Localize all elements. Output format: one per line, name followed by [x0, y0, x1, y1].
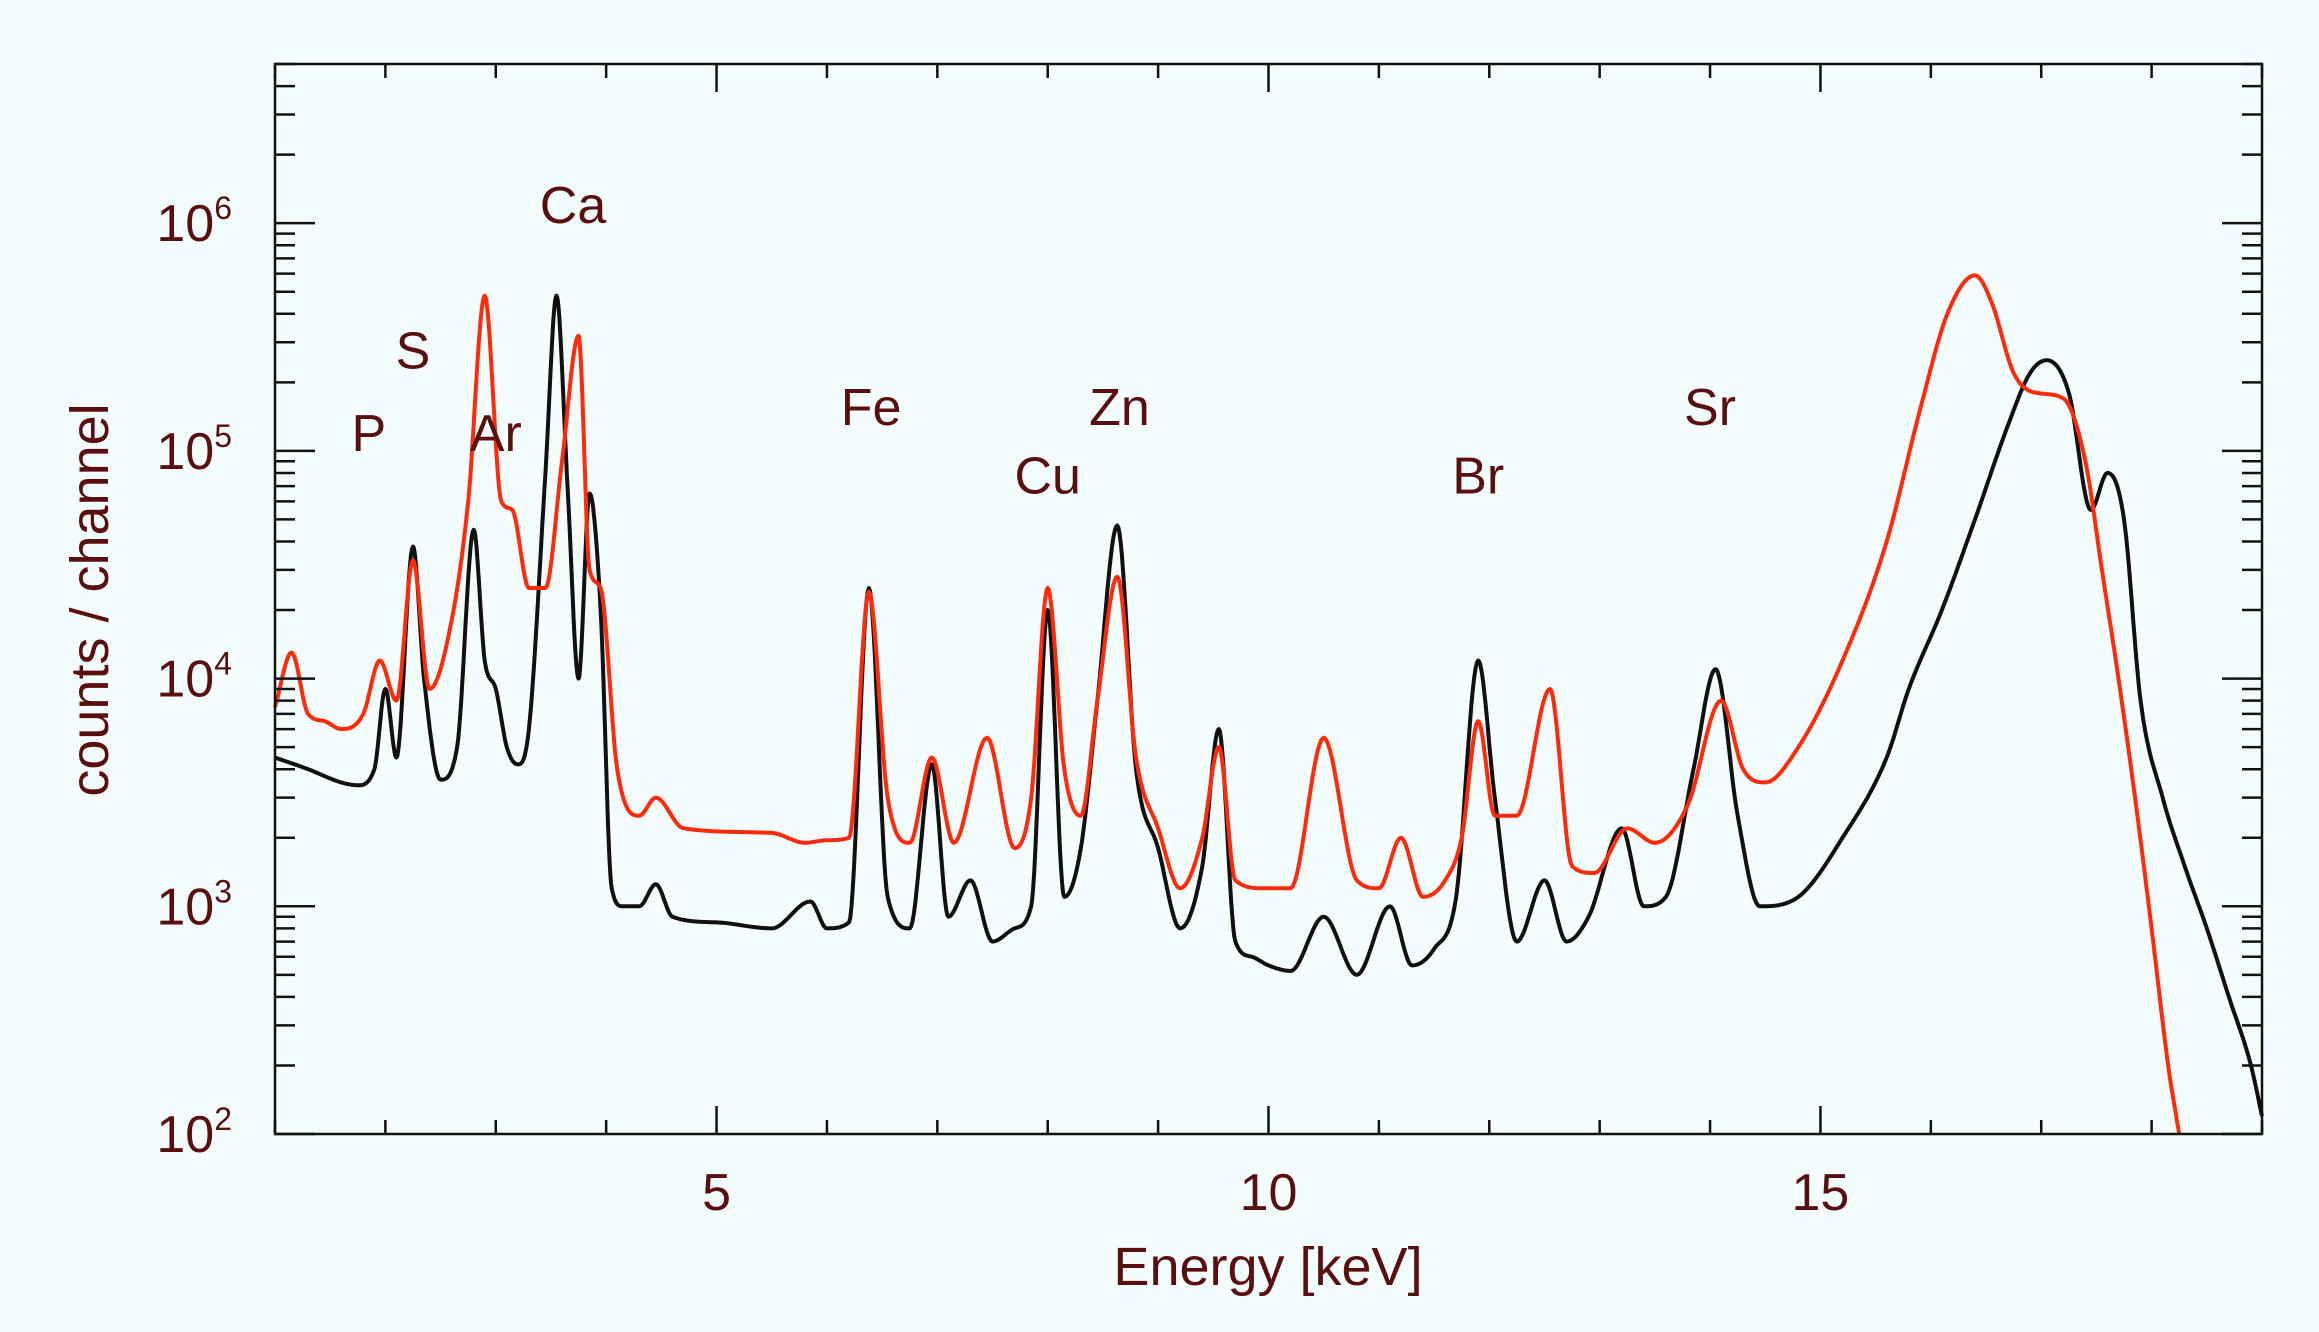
peak-label-p: P [351, 405, 386, 463]
peak-label-br: Br [1452, 447, 1504, 505]
peak-label-fe: Fe [841, 379, 902, 437]
series-line-2 [273, 273, 2182, 1135]
peak-label-ar: Ar [470, 405, 522, 463]
x-tick-label: 5 [702, 1164, 731, 1222]
x-tick-label: 10 [1240, 1164, 1298, 1222]
y-tick-label: 103 [156, 873, 232, 936]
x-tick-label: 15 [1792, 1164, 1850, 1222]
peak-label-ca: Ca [540, 177, 607, 235]
y-tick-label: 104 [156, 646, 232, 709]
y-tick-label: 105 [156, 418, 232, 481]
y-axis-label: counts / channel [60, 403, 120, 796]
peak-label-zn: Zn [1089, 379, 1150, 437]
peak-label-sr: Sr [1684, 379, 1736, 437]
ticks-layer: 5 10 15 102 103 104 105 106 [156, 62, 2264, 1222]
series-layer [273, 273, 2264, 1135]
peak-label-s: S [396, 323, 431, 381]
peak-label-cu: Cu [1014, 447, 1080, 505]
y-tick-label: 102 [156, 1101, 232, 1164]
x-axis-label: Energy [keV] [1113, 1237, 1422, 1297]
y-tick-label: 106 [156, 190, 232, 253]
